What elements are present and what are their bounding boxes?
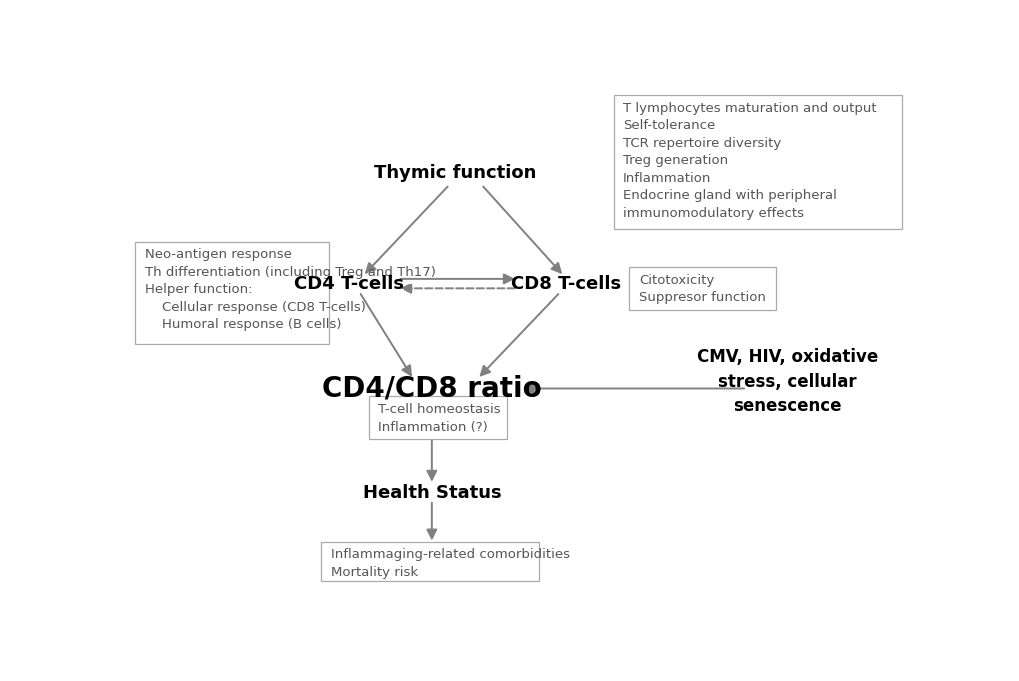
Text: CD4 T-cells: CD4 T-cells: [293, 274, 404, 293]
FancyBboxPatch shape: [136, 242, 329, 344]
Text: T-cell homeostasis
Inflammation (?): T-cell homeostasis Inflammation (?): [378, 403, 500, 434]
Text: Thymic function: Thymic function: [374, 165, 536, 183]
Text: Neo-antigen response
Th differentiation (including Treg and Th17)
Helper functio: Neo-antigen response Th differentiation …: [145, 249, 435, 332]
FancyBboxPatch shape: [629, 267, 775, 310]
Text: CD4/CD8 ratio: CD4/CD8 ratio: [322, 375, 541, 402]
FancyBboxPatch shape: [321, 541, 538, 581]
Text: CMV, HIV, oxidative
stress, cellular
senescence: CMV, HIV, oxidative stress, cellular sen…: [696, 349, 877, 415]
FancyBboxPatch shape: [613, 95, 902, 229]
Text: CD8 T-cells: CD8 T-cells: [511, 274, 621, 293]
Text: Citotoxicity
Suppresor function: Citotoxicity Suppresor function: [638, 274, 765, 304]
Text: Health Status: Health Status: [362, 484, 500, 503]
Text: Inflammaging-related comorbidities
Mortality risk: Inflammaging-related comorbidities Morta…: [330, 548, 569, 579]
Text: T lymphocytes maturation and output
Self-tolerance
TCR repertoire diversity
Treg: T lymphocytes maturation and output Self…: [623, 101, 876, 220]
FancyBboxPatch shape: [368, 396, 506, 439]
